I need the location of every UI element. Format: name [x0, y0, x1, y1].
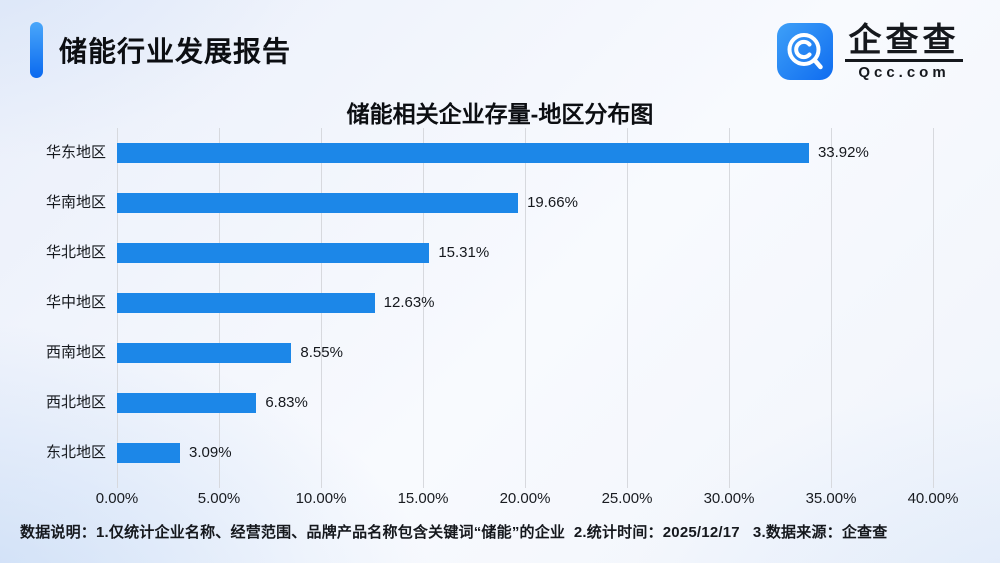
- bar: [117, 143, 809, 163]
- chart-row: 华东地区 33.92%: [46, 128, 933, 178]
- gridline: [933, 128, 934, 488]
- gridline: [525, 128, 526, 488]
- chart-title: 储能相关企业存量-地区分布图: [346, 101, 654, 127]
- x-tick-label: 10.00%: [295, 490, 347, 507]
- category-label: 华南地区: [45, 194, 106, 211]
- chart-row: 华北地区 15.31%: [46, 228, 933, 278]
- value-label: 12.63%: [383, 294, 435, 311]
- category-label: 西南地区: [45, 344, 106, 361]
- category-label: 东北地区: [45, 444, 106, 461]
- chart-row: 东北地区 3.09%: [46, 428, 933, 478]
- x-tick-label: 15.00%: [397, 490, 449, 507]
- value-label: 19.66%: [527, 194, 578, 211]
- accent-bar: [30, 22, 43, 78]
- report-header: 储能行业发展报告: [30, 22, 291, 78]
- value-label: 8.55%: [300, 344, 343, 361]
- chart-row: 华南地区 19.66%: [46, 178, 933, 228]
- bar: [117, 443, 181, 463]
- gridline: [627, 128, 628, 488]
- x-tick-label: 0.00%: [95, 490, 139, 507]
- value-label: 6.83%: [265, 394, 308, 411]
- report-title: 储能行业发展报告: [59, 36, 292, 67]
- bar: [117, 243, 430, 263]
- x-tick-label: 20.00%: [499, 490, 551, 507]
- logo-brand-text: 企查查: [848, 21, 960, 58]
- x-tick-label: 40.00%: [907, 490, 959, 507]
- value-label: 3.09%: [189, 444, 232, 461]
- qcc-logo-text: 企查查 Qcc.com: [845, 23, 963, 81]
- value-label: 33.92%: [817, 144, 869, 161]
- category-label: 华中地区: [45, 294, 106, 311]
- x-tick-label: 5.00%: [197, 490, 241, 507]
- bar: [117, 193, 519, 213]
- gridline: [831, 128, 832, 488]
- bar: [117, 343, 292, 363]
- qcc-logo: 企查查 Qcc.com: [777, 23, 963, 81]
- logo-underline: [845, 59, 963, 62]
- chart-row: 西南地区 8.55%: [46, 328, 933, 378]
- x-tick-label: 35.00%: [805, 490, 857, 507]
- bar: [117, 293, 375, 313]
- category-label: 西北地区: [45, 394, 106, 411]
- plot-area: 0.00% 5.00% 10.00% 15.00% 20.00% 25.00% 30.00%…: [46, 128, 958, 507]
- bar: [117, 393, 257, 413]
- chart-row: 西北地区 6.83%: [46, 378, 933, 428]
- gridline: [729, 128, 730, 488]
- category-label: 华东地区: [45, 144, 106, 161]
- qcc-magnifier-icon: [777, 23, 833, 80]
- footer-note: 数据说明：1.仅统计企业名称、经营范围、品牌产品名称包含关键词“储能”的企业 2…: [20, 524, 888, 541]
- chart-row: 华中地区 12.63%: [46, 278, 933, 328]
- logo-domain-text: Qcc.com: [858, 64, 950, 81]
- category-label: 华北地区: [45, 244, 106, 261]
- gridline: [423, 128, 424, 488]
- value-label: 15.31%: [438, 244, 490, 261]
- x-tick-label: 25.00%: [601, 490, 653, 507]
- x-tick-label: 30.00%: [703, 490, 755, 507]
